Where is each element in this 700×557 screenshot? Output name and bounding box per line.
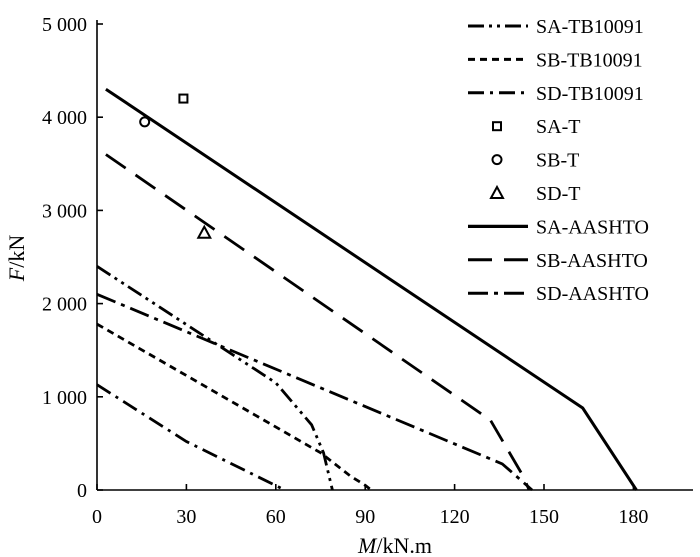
- y-tick-label: 5 000: [42, 14, 87, 36]
- legend: SA-TB10091 SB-TB10091 SD-TB10091 SA-T SB-T SD…: [468, 16, 649, 305]
- legend-label-sb-t: SB-T: [536, 150, 579, 172]
- x-axis-label: M/kN.m: [357, 533, 432, 557]
- series-line-sb-tb10091: [96, 322, 373, 492]
- data-point-sb-t: [139, 116, 151, 128]
- series-layer: [96, 87, 638, 492]
- x-tick-label: 30: [176, 506, 196, 528]
- data-point-sd-t: [196, 224, 212, 239]
- series-line-sb-aashto: [105, 153, 531, 491]
- series-line-sd-aashto: [96, 293, 534, 492]
- x-tick-label: 180: [618, 506, 648, 528]
- legend-label-sb-aashto: SB-AASHTO: [536, 250, 648, 272]
- legend-label-sa-tb10091: SA-TB10091: [536, 16, 644, 38]
- legend-swatch-sd-t: [489, 184, 505, 199]
- axes-layer: 0 1 000 2 000 3 000 4 000 5 000 0 30 60 90 120 150 1…: [42, 14, 693, 528]
- y-axis-label: F/kN: [4, 235, 29, 283]
- series-line-sa-tb10091: [96, 265, 334, 491]
- series-line-sa-aashto: [105, 87, 638, 491]
- legend-label-sd-aashto: SD-AASHTO: [536, 283, 649, 305]
- legend-label-sb-tb10091: SB-TB10091: [536, 49, 643, 71]
- data-point-sa-t: [178, 93, 189, 104]
- legend-swatch-sb-t: [491, 154, 503, 166]
- x-tick-label: 0: [92, 506, 102, 528]
- y-tick-label: 2 000: [42, 294, 87, 316]
- x-tick-label: 90: [355, 506, 375, 528]
- y-tick-label: 4 000: [42, 107, 87, 129]
- series-line-sd-tb10091: [96, 383, 286, 492]
- x-tick-label: 60: [266, 506, 286, 528]
- y-tick-label: 3 000: [42, 200, 87, 222]
- y-tick-label: 1 000: [42, 387, 87, 409]
- legend-swatch-sa-t: [492, 121, 502, 132]
- x-tick-label: 120: [440, 506, 470, 528]
- legend-label-sa-aashto: SA-AASHTO: [536, 216, 649, 238]
- x-tick-label: 150: [529, 506, 559, 528]
- legend-label-sd-t: SD-T: [536, 183, 580, 205]
- legend-label-sa-t: SA-T: [536, 116, 580, 138]
- y-tick-label: 0: [77, 480, 87, 502]
- legend-label-sd-tb10091: SD-TB10091: [536, 83, 644, 105]
